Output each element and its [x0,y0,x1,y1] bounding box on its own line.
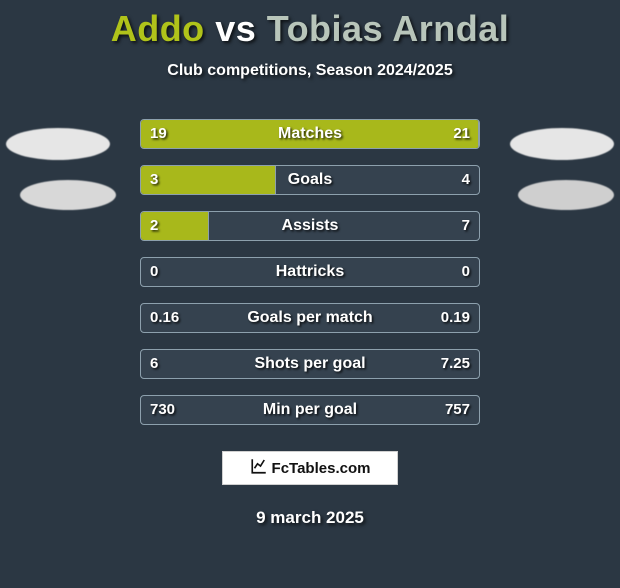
vs-text: vs [215,8,256,49]
date-text: 9 march 2025 [0,508,620,528]
player2-name: Tobias Arndal [267,8,510,49]
stat-label: Matches [140,119,480,149]
logo-text: FcTables.com [272,460,371,477]
chart-icon [250,457,268,479]
stat-label: Shots per goal [140,349,480,379]
stat-label: Assists [140,211,480,241]
stat-label: Goals per match [140,303,480,333]
stat-row: 00Hattricks [0,254,620,300]
player1-name: Addo [111,8,205,49]
stat-label: Min per goal [140,395,480,425]
page-title: Addo vs Tobias Arndal [0,8,620,50]
stat-row: 67.25Shots per goal [0,346,620,392]
site-logo[interactable]: FcTables.com [222,451,398,485]
comparison-chart: 1921Matches34Goals27Assists00Hattricks0.… [0,116,620,438]
stat-row: 34Goals [0,162,620,208]
stat-row: 0.160.19Goals per match [0,300,620,346]
stat-label: Hattricks [140,257,480,287]
stat-row: 730757Min per goal [0,392,620,438]
stat-label: Goals [140,165,480,195]
stat-row: 1921Matches [0,116,620,162]
stat-row: 27Assists [0,208,620,254]
subtitle: Club competitions, Season 2024/2025 [0,62,620,80]
